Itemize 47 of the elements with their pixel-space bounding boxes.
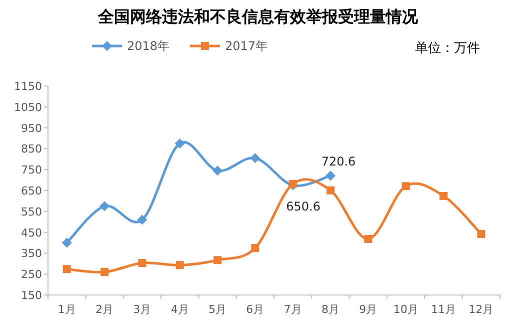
y-tick-label: 850: [21, 142, 42, 156]
point: [477, 230, 486, 238]
point: [214, 256, 222, 264]
y-tick-label: 550: [21, 205, 42, 218]
point: [326, 170, 336, 181]
y-tick-label: 150: [21, 289, 42, 302]
point: [138, 259, 146, 268]
point: [176, 261, 184, 270]
y-tick-label: 450: [21, 226, 42, 240]
x-tick-label: 8月: [322, 303, 340, 316]
y-tick-label: 1050: [14, 100, 42, 114]
y-tick-label: 350: [21, 247, 42, 260]
x-tick-label: 12月: [468, 303, 494, 316]
x-tick-label: 11月: [431, 303, 456, 316]
point: [174, 138, 185, 148]
x-tick-label: 10月: [393, 303, 418, 316]
text: 单位：万件: [415, 41, 480, 56]
point: [326, 186, 334, 194]
point: [402, 182, 410, 190]
legend-label: 2018年: [127, 39, 170, 53]
point: [251, 244, 260, 252]
data-label: 720.6: [321, 154, 356, 169]
point: [62, 265, 71, 274]
x-tick-label: 2月: [96, 303, 114, 316]
y-tick-label: 750: [21, 164, 42, 177]
point: [100, 268, 108, 276]
point: [100, 201, 110, 212]
x-tick-label: 9月: [359, 303, 378, 316]
x-tick-label: 3月: [133, 303, 152, 316]
point: [250, 153, 260, 164]
chart-title: 全国网络违法和不良信息有效举报受理量情况: [97, 7, 419, 26]
x-tick-label: 1月: [58, 303, 76, 316]
point: [137, 214, 148, 225]
x-tick-label: 5月: [208, 303, 226, 316]
y-tick-label: 950: [21, 122, 42, 135]
y-tick-label: 250: [21, 268, 42, 282]
point: [364, 234, 372, 243]
x-tick-label: 6月: [246, 303, 264, 316]
x-tick-label: 7月: [284, 303, 302, 316]
y-tick-label: 1150: [14, 80, 42, 93]
point: [62, 238, 72, 248]
legend-label: 2017年: [225, 39, 268, 53]
data-label: 650.6: [286, 199, 320, 214]
point: [212, 166, 222, 176]
y-tick-label: 650: [21, 184, 42, 198]
x-tick-label: 4月: [170, 303, 189, 316]
point: [440, 192, 448, 200]
